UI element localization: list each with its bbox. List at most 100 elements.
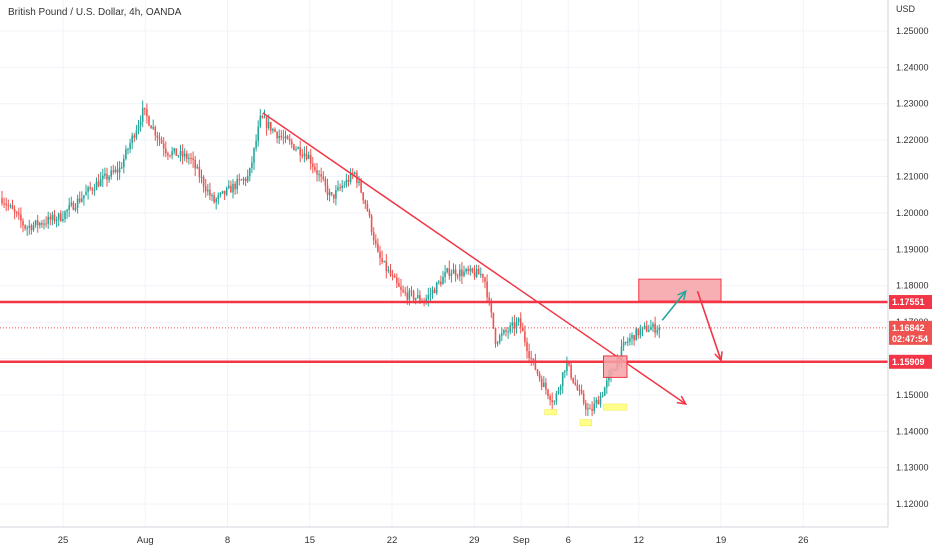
candle	[192, 151, 194, 168]
candle-body	[213, 195, 215, 203]
candle	[574, 374, 577, 386]
candle	[339, 183, 341, 192]
candle	[116, 161, 119, 181]
candle	[18, 207, 20, 220]
candle-body	[333, 194, 335, 199]
candle-body	[137, 125, 140, 131]
candle-body	[280, 135, 283, 138]
candle	[57, 212, 60, 227]
candle-body	[314, 166, 316, 171]
candle-body	[519, 318, 522, 328]
candle	[654, 316, 656, 338]
candle	[448, 260, 451, 280]
candle	[343, 181, 346, 188]
candle	[209, 182, 211, 201]
candle	[629, 333, 631, 346]
candle-body	[513, 322, 516, 329]
candle	[368, 208, 371, 219]
candle	[503, 328, 505, 336]
candle-body	[635, 328, 637, 341]
candle	[643, 322, 646, 330]
candle-body	[624, 341, 627, 343]
candle	[555, 391, 558, 405]
candle-body	[576, 384, 579, 390]
candle-body	[480, 274, 482, 276]
candle-body	[45, 223, 47, 225]
candle	[131, 132, 133, 150]
candle	[387, 265, 390, 274]
candle	[603, 386, 606, 396]
candle	[39, 221, 41, 229]
candle-body	[223, 190, 226, 195]
candle-body	[173, 148, 175, 152]
candle	[240, 178, 243, 181]
candle-body	[215, 199, 217, 203]
candle	[225, 186, 228, 197]
candle-body	[633, 335, 635, 341]
candle-body	[110, 170, 112, 177]
candle-body	[244, 178, 247, 182]
candle	[215, 197, 217, 210]
candle-body	[1, 198, 3, 204]
candle-body	[236, 179, 238, 190]
candle	[309, 148, 312, 170]
candle	[356, 169, 358, 189]
candle-body	[162, 143, 165, 149]
candle-body	[160, 139, 163, 144]
candle	[658, 324, 661, 339]
candle-body	[305, 153, 308, 159]
candle-body	[553, 401, 556, 403]
candle-body	[198, 166, 201, 178]
candle	[326, 178, 329, 201]
candle	[393, 273, 396, 278]
zone-red	[603, 355, 628, 378]
candle-body	[232, 183, 234, 193]
candle	[5, 197, 7, 212]
candle-body	[207, 189, 209, 192]
candle	[377, 238, 379, 253]
time-axis[interactable]: 25 Aug 8 15 22 29 Sep 6 12 19 26	[58, 535, 809, 546]
candle-body	[339, 187, 341, 189]
candle	[438, 279, 440, 285]
candle-body	[303, 153, 306, 157]
candle	[238, 173, 241, 186]
candle	[137, 119, 140, 135]
candle	[265, 115, 268, 136]
candle-body	[534, 359, 537, 370]
candle	[312, 156, 314, 174]
candle	[95, 177, 98, 191]
candle-body	[543, 382, 545, 387]
price-tick-label: 1.23000	[896, 99, 929, 109]
candle	[480, 267, 482, 278]
candle	[257, 120, 259, 147]
candle	[89, 181, 91, 191]
price-axis[interactable]: 1.25000 1.24000 1.23000 1.22000 1.21000 1.200…	[896, 26, 929, 509]
candle-body	[123, 158, 125, 168]
candle	[158, 132, 161, 146]
candle	[328, 188, 331, 202]
candle	[133, 133, 136, 143]
price-tick-label: 1.21000	[896, 172, 929, 182]
candle	[559, 384, 562, 396]
candle	[76, 194, 79, 214]
candle	[402, 285, 404, 294]
candle-body	[34, 220, 37, 225]
candle	[288, 133, 291, 145]
candle	[154, 125, 157, 141]
candle	[34, 219, 37, 228]
candle-body	[429, 294, 432, 296]
candle-body	[194, 159, 196, 169]
candle	[259, 108, 262, 129]
candle	[578, 384, 581, 396]
candle	[498, 333, 501, 345]
time-tick-label: 8	[225, 535, 230, 546]
candle	[28, 219, 31, 235]
time-tick-label: 6	[566, 535, 571, 546]
candle	[156, 131, 159, 146]
candle-body	[148, 116, 150, 126]
candle-body	[442, 276, 444, 285]
candle	[188, 153, 190, 165]
candle-body	[284, 136, 287, 139]
